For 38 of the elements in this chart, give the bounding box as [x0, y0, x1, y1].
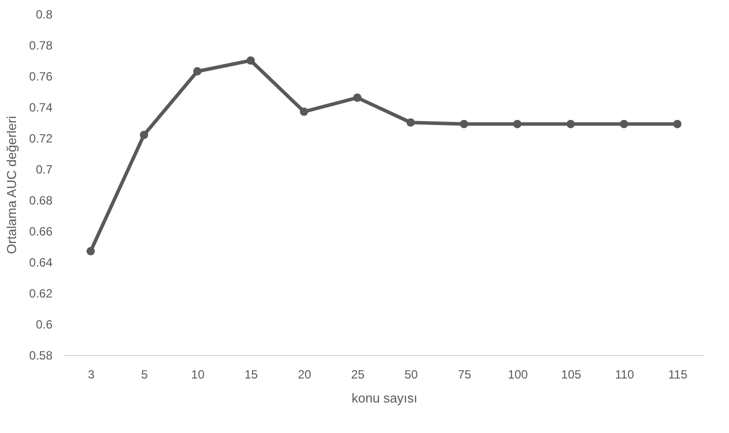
x-tick-label: 10: [191, 368, 205, 382]
y-tick-label: 0.68: [29, 194, 53, 208]
point: [620, 120, 628, 128]
x-tick-label: 50: [404, 368, 418, 382]
y-axis-title: Ortalama AUC değerleri: [4, 116, 20, 254]
x-tick-label: 15: [244, 368, 258, 382]
y-tick-label: 0.8: [36, 8, 53, 22]
x-tick-label: 5: [141, 368, 148, 382]
point: [140, 130, 148, 140]
x-tick-label: 110: [614, 368, 634, 382]
point: [353, 94, 362, 102]
x-tick-label: 75: [458, 368, 472, 382]
point: [86, 246, 95, 256]
point: [460, 120, 468, 128]
y-tick-label: 0.58: [29, 348, 53, 362]
y-tick-label: 0.64: [29, 256, 53, 270]
x-axis-title: konu sayısı: [352, 390, 418, 406]
y-tick-label: 0.62: [29, 286, 53, 300]
y-tick-label: 0.66: [29, 224, 53, 238]
point: [566, 120, 575, 128]
point: [673, 120, 682, 128]
y-tick-label: 0.72: [29, 132, 53, 146]
x-tick-label: 20: [298, 368, 312, 382]
x-tick-label: 115: [668, 368, 688, 382]
point: [406, 118, 415, 127]
y-tick-label: 0.7: [36, 162, 53, 176]
point: [513, 120, 522, 128]
point: [193, 67, 202, 76]
x-tick-label: 3: [88, 368, 95, 382]
x-tick-label: 100: [508, 368, 528, 382]
y-tick-label: 0.74: [29, 100, 53, 114]
point: [246, 56, 255, 65]
y-tick-label: 0.6: [36, 318, 53, 332]
y-tick-label: 0.78: [29, 38, 53, 52]
point: [300, 107, 308, 116]
x-tick-label: 25: [351, 368, 365, 382]
x-tick-label: 105: [561, 368, 582, 382]
y-tick-label: 0.76: [29, 70, 53, 84]
